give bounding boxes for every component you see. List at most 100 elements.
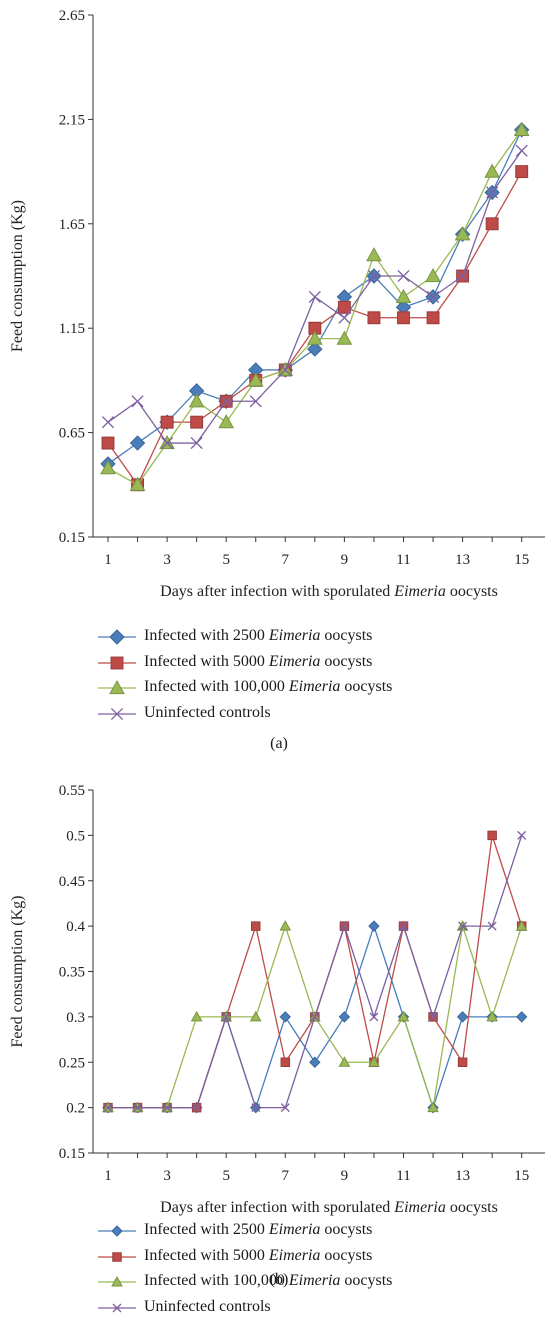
data-point xyxy=(220,395,233,408)
data-point xyxy=(515,1011,528,1023)
data-point xyxy=(337,300,351,314)
y-tick-label: 0.15 xyxy=(59,530,85,546)
data-point xyxy=(515,144,528,157)
legend-label: Infected with 100,000 Eimeria oocysts xyxy=(144,1272,393,1289)
data-point xyxy=(486,186,499,199)
data-point xyxy=(251,921,261,931)
x-tick-label: 7 xyxy=(282,552,290,568)
legend-swatch xyxy=(98,656,136,669)
legend-swatch xyxy=(98,1225,136,1237)
legend-swatch xyxy=(98,707,136,720)
data-point xyxy=(458,921,468,931)
data-point xyxy=(426,311,440,325)
data-point xyxy=(249,395,262,408)
data-point xyxy=(190,1010,203,1022)
y-tick-label: 0.15 xyxy=(59,1146,85,1162)
chart-b-svg: 0.150.20.250.30.350.40.450.50.551 3 5 7 9 11 1… xyxy=(9,783,545,1216)
legend-swatch xyxy=(98,679,136,695)
data-point xyxy=(280,1057,291,1067)
x-tick-label: 9 xyxy=(341,552,349,568)
y-tick-label: 0.45 xyxy=(59,874,85,890)
data-point xyxy=(247,372,264,387)
data-point xyxy=(338,1011,351,1023)
x-tick-label: 13 xyxy=(455,1168,470,1184)
x-tick-label: 9 xyxy=(341,1168,349,1184)
data-point xyxy=(397,269,410,283)
data-point xyxy=(280,1103,290,1113)
data-point xyxy=(339,921,349,931)
data-point xyxy=(188,393,205,408)
x-tick-label: 5 xyxy=(222,1168,230,1184)
x-tick-label: 15 xyxy=(514,1168,529,1184)
x-tick-label: 1 xyxy=(104,552,112,568)
data-point xyxy=(160,415,174,429)
data-point xyxy=(162,1103,172,1113)
data-point xyxy=(457,1057,468,1067)
data-point xyxy=(192,1103,202,1113)
panel-label-b: (b) xyxy=(269,1271,289,1288)
data-point xyxy=(456,269,469,283)
data-point xyxy=(399,921,408,931)
data-point xyxy=(425,267,441,283)
y-tick-label: 0.4 xyxy=(66,919,85,935)
y-axis-title: Feed consumption (Kg) xyxy=(9,200,26,352)
legend-marker xyxy=(110,656,124,669)
data-point xyxy=(366,247,382,262)
data-point xyxy=(427,1101,439,1113)
panel-label-a: (a) xyxy=(270,735,288,752)
legend-label: Uninfected controls xyxy=(144,1297,271,1315)
legend-swatch xyxy=(98,1275,136,1287)
data-point xyxy=(368,1056,380,1067)
series-1 xyxy=(103,830,527,1113)
x-tick-label: 11 xyxy=(396,552,410,568)
data-point xyxy=(395,288,412,303)
data-point xyxy=(161,436,174,450)
y-tick-label: 0.3 xyxy=(66,1010,85,1026)
data-point xyxy=(279,363,292,377)
data-point xyxy=(486,1010,498,1022)
legend-swatch xyxy=(98,1251,136,1262)
data-point xyxy=(129,476,146,491)
data-point xyxy=(367,269,381,283)
data-point xyxy=(251,1103,261,1113)
data-point xyxy=(190,436,203,450)
data-point xyxy=(338,311,351,324)
legend-label: Infected with 5000 Eimeria oocysts xyxy=(144,652,373,670)
data-point xyxy=(307,341,323,357)
legend-marker xyxy=(109,629,125,645)
data-point xyxy=(308,290,321,303)
data-point xyxy=(426,290,440,303)
data-point xyxy=(397,1010,410,1022)
legend-label: Infected with 2500 Eimeria oocysts xyxy=(144,627,373,644)
y-axis-title: Feed consumption (Kg) xyxy=(9,896,26,1048)
data-point xyxy=(369,1012,379,1022)
x-axis-title: Days after infection with sporulated Eim… xyxy=(160,1199,498,1216)
data-point xyxy=(397,311,410,325)
x-axis-title: Days after infection with sporulated Eim… xyxy=(160,583,498,600)
data-point xyxy=(101,416,115,429)
y-tick-label: 0.55 xyxy=(59,783,85,799)
legend-label: Uninfected controls xyxy=(144,703,271,721)
y-tick-label: 0.35 xyxy=(59,965,85,981)
y-tick-label: 1.15 xyxy=(59,321,85,337)
y-tick-label: 0.2 xyxy=(66,1101,85,1117)
data-point xyxy=(218,414,235,429)
legend-marker xyxy=(110,707,124,720)
data-point xyxy=(428,1012,438,1022)
legend-marker xyxy=(112,1251,122,1262)
x-tick-label: 7 xyxy=(282,1168,290,1184)
x-tick-label: 15 xyxy=(514,552,529,568)
data-point xyxy=(485,217,499,231)
data-point xyxy=(100,460,116,475)
data-point xyxy=(310,1012,320,1022)
legend-label: Infected with 5000 Eimeria oocysts xyxy=(144,1246,373,1264)
y-tick-label: 0.65 xyxy=(59,426,85,442)
data-point xyxy=(454,226,471,241)
data-point xyxy=(279,920,292,931)
y-tick-label: 2.15 xyxy=(59,112,85,128)
x-tick-label: 11 xyxy=(396,1168,410,1184)
chart-panel-a: 0.15 0.65 1.15 1.65 2.15 2.65 1 3 5 7 9 11 13 15 Days … xyxy=(9,8,545,752)
legend-label: Infected with 100,000 Eimeria oocysts xyxy=(144,678,393,695)
legend-marker xyxy=(111,1275,123,1287)
y-tick-label: 0.25 xyxy=(59,1055,85,1071)
